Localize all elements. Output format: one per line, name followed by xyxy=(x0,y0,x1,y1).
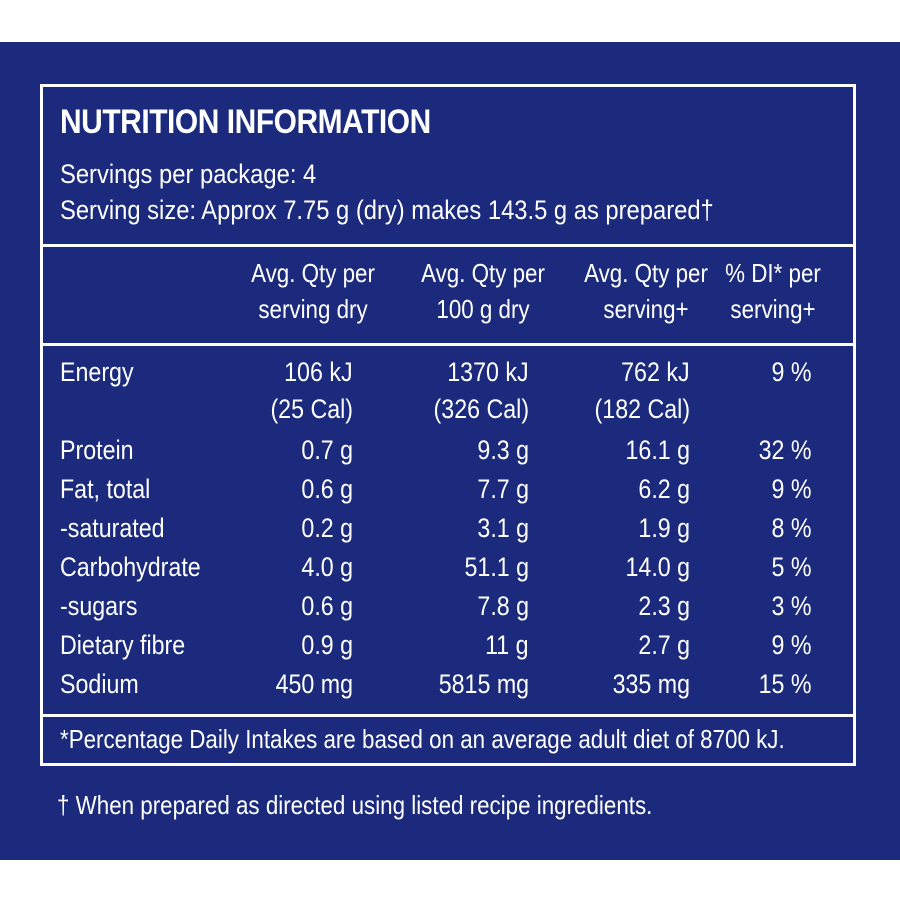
cell-per-serving-dry: 0.9 g xyxy=(301,630,353,660)
row-label: Dietary fibre xyxy=(60,630,186,660)
divider xyxy=(43,343,853,346)
cell-daily-intake: 3 % xyxy=(771,591,812,621)
column-header-per-serving-dry: Avg. Qty per serving dry xyxy=(251,258,375,324)
cell-per-serving-prepared: 335 mg xyxy=(612,669,690,699)
cell-per-serving-prepared: 1.9 g xyxy=(638,513,690,543)
divider xyxy=(43,244,853,247)
cell-per-100g-dry: 3.1 g xyxy=(477,513,529,543)
column-header-per-100g-dry: Avg. Qty per 100 g dry xyxy=(421,258,545,324)
cell-per-100g-dry: 5815 mg xyxy=(438,669,529,699)
cell-per-100g-dry: (326 Cal) xyxy=(433,394,529,424)
cell-daily-intake: 32 % xyxy=(759,435,812,465)
cell-per-serving-dry: (25 Cal) xyxy=(270,394,353,424)
cell-per-serving-prepared: 14.0 g xyxy=(625,552,690,582)
row-label: -sugars xyxy=(60,591,138,621)
nutrition-table-box: NUTRITION INFORMATION Servings per packa… xyxy=(40,84,856,766)
nutrition-panel: NUTRITION INFORMATION Servings per packa… xyxy=(0,42,900,860)
cell-per-serving-dry: 0.6 g xyxy=(301,474,353,504)
cell-daily-intake: 8 % xyxy=(771,513,812,543)
row-label: Carbohydrate xyxy=(60,552,201,582)
serving-size: Serving size: Approx 7.75 g (dry) makes … xyxy=(60,195,714,225)
cell-daily-intake: 9 % xyxy=(771,474,812,504)
cell-daily-intake: 15 % xyxy=(759,669,812,699)
daily-intake-footnote: *Percentage Daily Intakes are based on a… xyxy=(60,724,785,754)
cell-per-100g-dry: 7.8 g xyxy=(477,591,529,621)
row-label: Protein xyxy=(60,435,134,465)
cell-per-100g-dry: 7.7 g xyxy=(477,474,529,504)
cell-daily-intake: 5 % xyxy=(771,552,812,582)
cell-per-100g-dry: 11 g xyxy=(485,630,529,660)
column-header-daily-intake: % DI* per serving+ xyxy=(725,258,821,324)
column-header-per-serving-prepared: Avg. Qty per serving+ xyxy=(584,258,708,324)
cell-per-serving-prepared: 762 kJ xyxy=(621,357,690,387)
cell-daily-intake: 9 % xyxy=(771,357,812,387)
servings-per-package: Servings per package: 4 xyxy=(60,159,317,189)
cell-per-serving-dry: 106 kJ xyxy=(284,357,353,387)
cell-per-100g-dry: 51.1 g xyxy=(464,552,529,582)
row-label: Energy xyxy=(60,357,134,387)
divider xyxy=(43,714,853,717)
cell-per-serving-prepared: (182 Cal) xyxy=(594,394,690,424)
cell-per-serving-dry: 450 mg xyxy=(275,669,353,699)
cell-per-serving-prepared: 2.3 g xyxy=(638,591,690,621)
cell-per-serving-prepared: 2.7 g xyxy=(638,630,690,660)
cell-daily-intake: 9 % xyxy=(771,630,812,660)
row-label: Sodium xyxy=(60,669,139,699)
preparation-note: † When prepared as directed using listed… xyxy=(57,790,653,820)
panel-title: NUTRITION INFORMATION xyxy=(60,103,431,141)
cell-per-serving-dry: 4.0 g xyxy=(301,552,353,582)
cell-per-serving-dry: 0.6 g xyxy=(301,591,353,621)
cell-per-100g-dry: 1370 kJ xyxy=(447,357,529,387)
row-label: Fat, total xyxy=(60,474,151,504)
cell-per-serving-dry: 0.7 g xyxy=(301,435,353,465)
cell-per-serving-prepared: 6.2 g xyxy=(638,474,690,504)
row-label: -saturated xyxy=(60,513,165,543)
cell-per-serving-prepared: 16.1 g xyxy=(625,435,690,465)
cell-per-100g-dry: 9.3 g xyxy=(477,435,529,465)
cell-per-serving-dry: 0.2 g xyxy=(301,513,353,543)
